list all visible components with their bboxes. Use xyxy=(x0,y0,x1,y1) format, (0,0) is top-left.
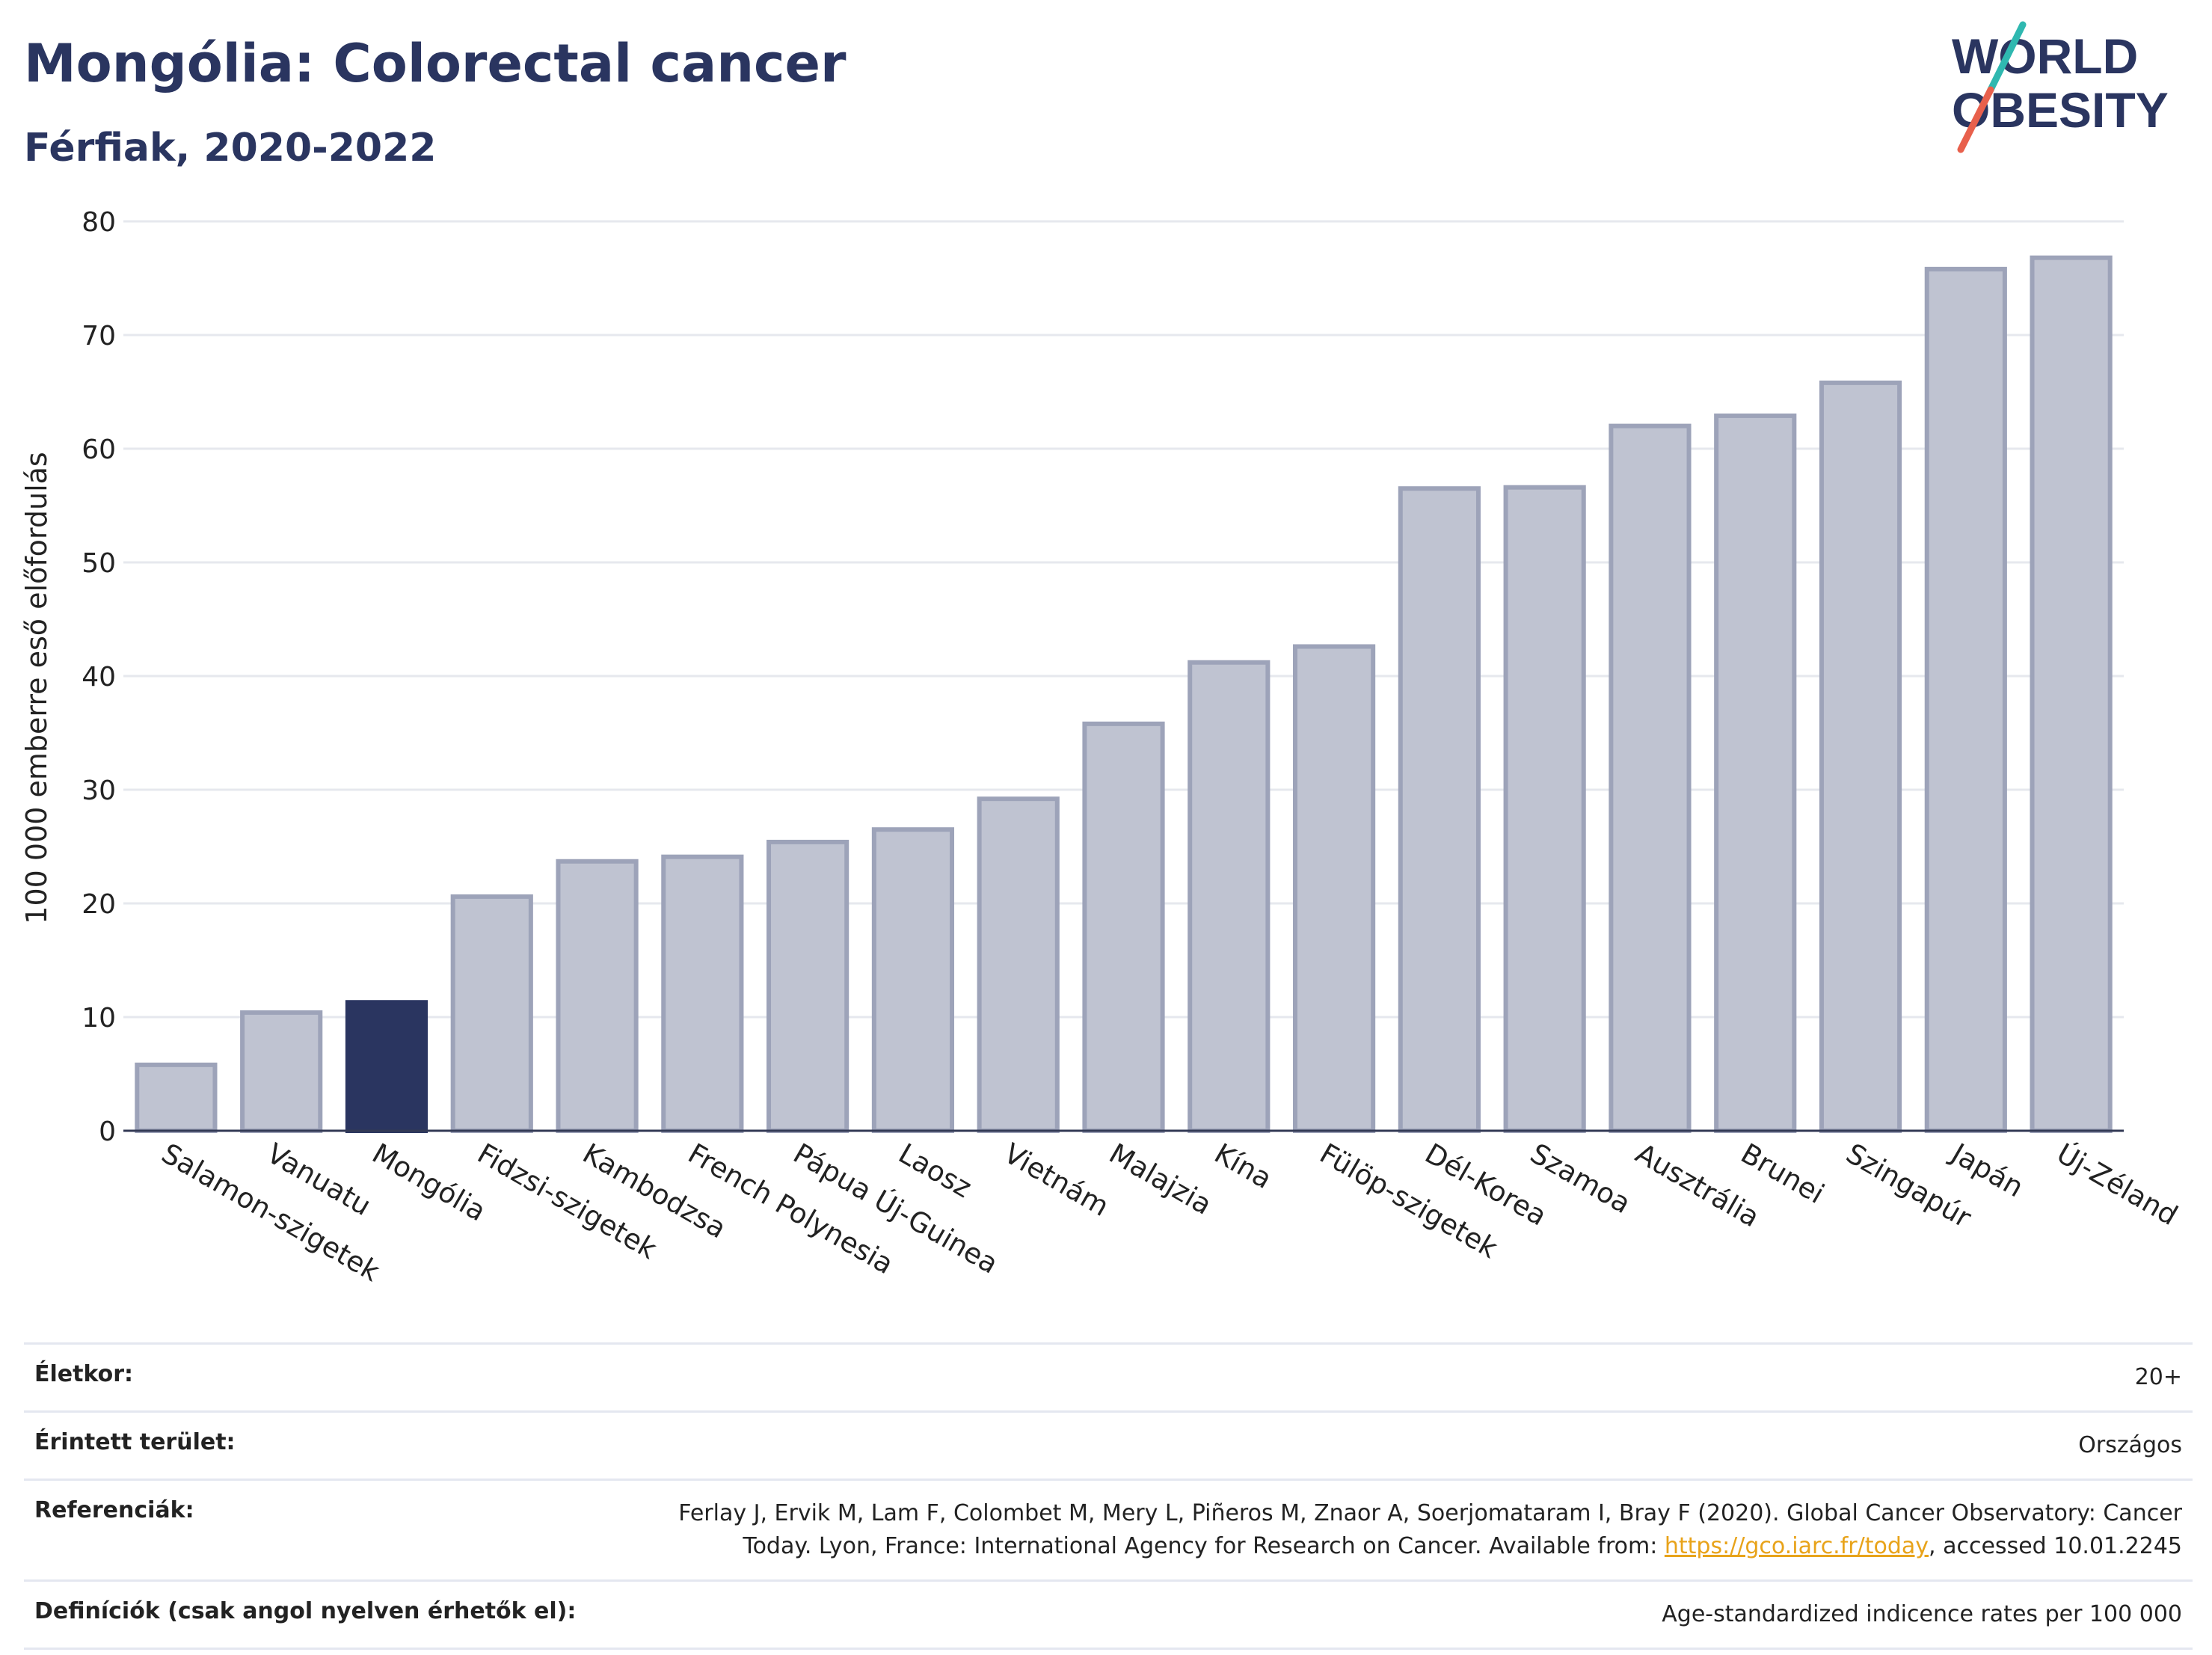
bars xyxy=(135,255,2113,1134)
bar-Ausztrália xyxy=(1609,423,1692,1133)
logo-slash-teal xyxy=(1987,21,2027,93)
y-tick-label: 50 xyxy=(82,548,116,579)
x-tick-label: Kína xyxy=(1209,1137,1277,1196)
bar-Kína xyxy=(1188,660,1271,1133)
bar-Kambodzsa xyxy=(556,859,639,1133)
bar-Brunei xyxy=(1714,413,1797,1133)
logo-slash-red xyxy=(1957,86,1994,153)
bar-Pápua Új-Guinea xyxy=(766,839,850,1134)
x-tick-label: Malajzia xyxy=(1104,1137,1217,1221)
y-tick-label: 70 xyxy=(82,321,116,351)
area-label: Érintett terület: xyxy=(34,1429,236,1455)
footer-table: Életkor: 20+ Érintett terület: Országos … xyxy=(24,1342,2193,1650)
y-tick-label: 30 xyxy=(82,776,116,806)
references-value: Ferlay J, Ervik M, Lam F, Colombet M, Me… xyxy=(678,1497,2182,1563)
footer-row-age: Életkor: 20+ xyxy=(24,1342,2193,1410)
age-value: 20+ xyxy=(2134,1364,2182,1390)
bar-Japán xyxy=(1924,266,2007,1134)
chart-title: Mongólia: Colorectal cancer xyxy=(24,33,847,94)
x-tick-label: Mongólia xyxy=(366,1137,491,1228)
bar-Laosz xyxy=(871,827,955,1133)
y-axis-label: 100 000 emberre eső előfordulás xyxy=(20,452,53,924)
x-axis-labels: Salamon-szigetekVanuatuMongóliaFidzsi-sz… xyxy=(156,1137,2184,1289)
y-tick-label: 10 xyxy=(82,1003,116,1034)
y-tick-label: 60 xyxy=(82,435,116,465)
y-axis-ticks: 0 10 20 30 40 50 60 70 80 xyxy=(82,207,116,1147)
x-tick-label: Fidzsi-szigetek xyxy=(472,1137,663,1266)
bar-Mongólia xyxy=(345,1000,428,1133)
y-tick-label: 20 xyxy=(82,889,116,920)
bar-Szingapúr xyxy=(1819,380,1902,1133)
footer-row-area: Érintett terület: Országos xyxy=(24,1410,2193,1479)
x-tick-label: Vietnám xyxy=(998,1137,1114,1223)
references-line1: Ferlay J, Ervik M, Lam F, Colombet M, Me… xyxy=(678,1500,2182,1526)
references-link[interactable]: https://gco.iarc.fr/today xyxy=(1664,1533,1929,1559)
references-line2-post: , accessed 10.01.2245 xyxy=(1929,1533,2182,1559)
bar-Fidzsi-szigetek xyxy=(450,894,533,1133)
x-tick-label: Japán xyxy=(1945,1137,2030,1204)
chart-subtitle: Férfiak, 2020-2022 xyxy=(24,126,437,171)
x-tick-label: Fülöp-szigetek xyxy=(1315,1137,1504,1265)
bar-Malajzia xyxy=(1082,721,1165,1133)
bar-Dél-Korea xyxy=(1398,486,1481,1133)
y-tick-label: 0 xyxy=(99,1117,116,1147)
footer-row-references: Referenciák: Ferlay J, Ervik M, Lam F, C… xyxy=(24,1479,2193,1579)
age-label: Életkor: xyxy=(34,1361,134,1387)
bar-Vietnám xyxy=(977,796,1060,1134)
bar-Új-Zéland xyxy=(2030,255,2113,1133)
y-tick-label: 40 xyxy=(82,662,116,693)
bar-Vanuatu xyxy=(240,1010,323,1134)
x-tick-label: Laosz xyxy=(893,1137,977,1205)
logo-word-world: WORLD xyxy=(1952,28,2138,84)
references-line2-pre: Today. Lyon, France: International Agenc… xyxy=(743,1533,1665,1559)
bar-Fülöp-szigetek xyxy=(1292,644,1376,1133)
y-tick-label: 80 xyxy=(82,207,116,238)
area-value: Országos xyxy=(2078,1432,2182,1458)
definitions-value: Age-standardized indicence rates per 100… xyxy=(1662,1601,2182,1627)
bar-French Polynesia xyxy=(661,854,744,1134)
bar-Salamon-szigetek xyxy=(135,1062,218,1133)
bar-Szamoa xyxy=(1503,485,1586,1133)
footer-row-definitions: Definíciók (csak angol nyelven érhetők e… xyxy=(24,1579,2193,1650)
definitions-label: Definíciók (csak angol nyelven érhetők e… xyxy=(34,1598,577,1624)
references-label: Referenciák: xyxy=(34,1497,194,1523)
world-obesity-logo: WORLD OBESITY xyxy=(1952,21,2169,153)
x-tick-label: Új-Zéland xyxy=(2051,1137,2184,1232)
bar-chart: 0 10 20 30 40 50 60 70 80 Salamon-szigetekVanuat… xyxy=(20,207,2184,1289)
